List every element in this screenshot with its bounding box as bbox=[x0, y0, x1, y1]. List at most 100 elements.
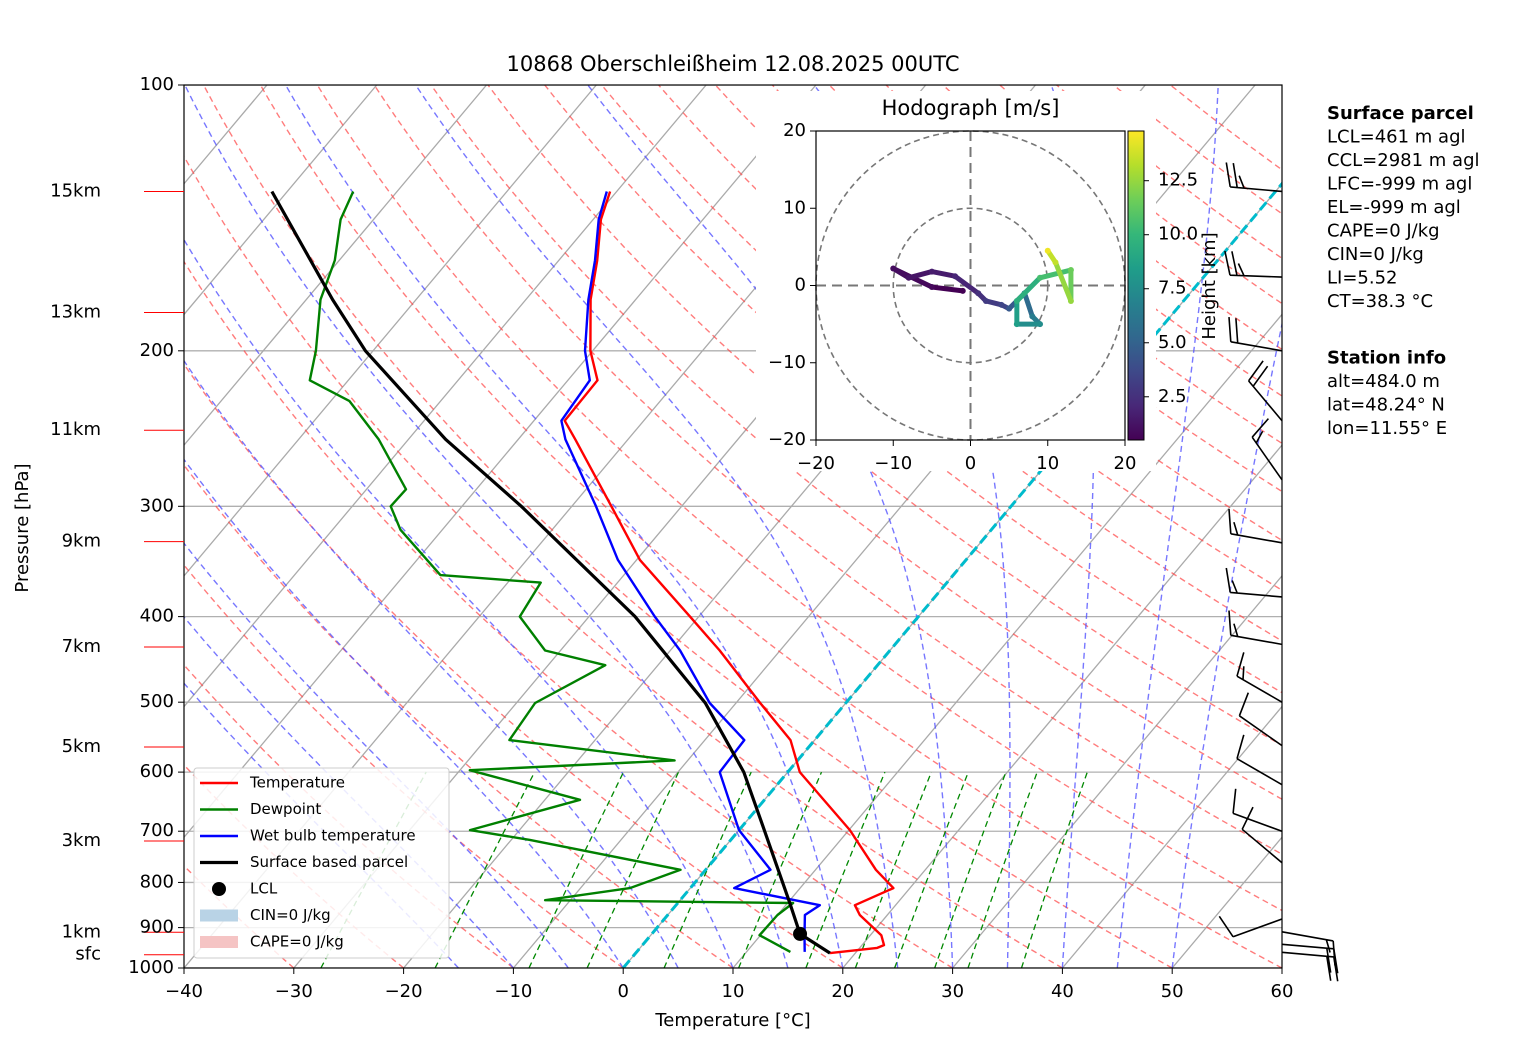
height-label: 15km bbox=[50, 180, 101, 201]
profile-line bbox=[560, 191, 821, 952]
isotherm bbox=[184, 85, 597, 577]
hodo-segment bbox=[1037, 267, 1074, 281]
dry-adiabat bbox=[714, 85, 1282, 542]
data-lines bbox=[270, 190, 895, 955]
dry-adiabat bbox=[184, 363, 844, 968]
mixing-ratio bbox=[586, 771, 680, 968]
hodo-point bbox=[1013, 297, 1020, 304]
hodo-point bbox=[1037, 274, 1044, 281]
hodo-point bbox=[1067, 297, 1074, 304]
moist-adiabat bbox=[184, 458, 624, 968]
hodo-x-tick-label: 20 bbox=[1114, 453, 1137, 474]
hodo-segment bbox=[929, 269, 958, 279]
chart-title: 10868 Oberschleißheim 12.08.2025 00UTC bbox=[507, 52, 960, 76]
hodo-point bbox=[1037, 321, 1044, 328]
x-tick-label: 40 bbox=[1051, 981, 1074, 1002]
hodo-point bbox=[928, 268, 935, 275]
x-tick-label: 50 bbox=[1161, 981, 1184, 1002]
legend-swatch bbox=[212, 882, 226, 896]
hodo-point bbox=[928, 284, 935, 291]
dry-adiabat bbox=[202, 85, 1173, 968]
colorbar-tick-label: 10.0 bbox=[1158, 224, 1198, 245]
height-label: 7km bbox=[62, 636, 101, 657]
x-tick-label: −40 bbox=[165, 981, 203, 1002]
y-tick-label: 400 bbox=[140, 606, 174, 627]
wind-barb bbox=[1281, 943, 1339, 974]
dry-adiabat bbox=[373, 85, 1282, 856]
mixing-ratio bbox=[893, 771, 969, 968]
x-tick-label: −20 bbox=[385, 981, 423, 1002]
hodo-point bbox=[890, 265, 897, 272]
hodo-point bbox=[1006, 305, 1013, 312]
hodo-x-tick-label: −10 bbox=[874, 453, 912, 474]
info-line: CIN=0 J/kg bbox=[1327, 244, 1424, 265]
legend-label: Temperature bbox=[249, 774, 345, 792]
info-line: EL=-999 m agl bbox=[1327, 197, 1461, 218]
y-tick-label: 600 bbox=[140, 761, 174, 782]
isotherm bbox=[1061, 705, 1282, 968]
info-line: lon=11.55° E bbox=[1327, 418, 1447, 439]
mixing-ratio bbox=[737, 771, 823, 968]
height-label: sfc bbox=[75, 944, 101, 965]
wind-barb bbox=[1281, 951, 1339, 982]
height-label: 13km bbox=[50, 302, 101, 323]
y-tick-label: 100 bbox=[140, 74, 174, 95]
hodograph-bg bbox=[756, 91, 1156, 471]
height-label: 5km bbox=[62, 736, 101, 757]
hodo-y-tick-label: 20 bbox=[783, 120, 806, 141]
isotherm bbox=[184, 85, 707, 708]
colorbar-tick-label: 2.5 bbox=[1158, 386, 1187, 407]
y-tick-label: 700 bbox=[140, 820, 174, 841]
background-lines bbox=[184, 85, 1282, 968]
moist-adiabat bbox=[284, 85, 844, 968]
height-label: 1km bbox=[62, 921, 101, 942]
wind-barb bbox=[1228, 317, 1283, 352]
hodo-point bbox=[905, 274, 912, 281]
x-axis-label: Temperature [°C] bbox=[654, 1010, 810, 1031]
x-tick-label: 0 bbox=[617, 981, 628, 1002]
y-tick-label: 800 bbox=[140, 871, 174, 892]
hodo-x-tick-label: 0 bbox=[965, 453, 976, 474]
y-tick-label: 1000 bbox=[128, 957, 174, 978]
hodo-y-tick-label: 10 bbox=[783, 197, 806, 218]
legend-label: CAPE=0 J/kg bbox=[250, 933, 344, 951]
wind-barb bbox=[1238, 692, 1283, 747]
hodo-segment bbox=[890, 266, 912, 281]
dry-adiabat bbox=[544, 85, 1282, 694]
hodo-point bbox=[1013, 321, 1020, 328]
isotherm bbox=[184, 85, 378, 316]
hodo-point bbox=[975, 290, 982, 297]
hodo-segment bbox=[906, 269, 935, 281]
colorbar-label: Height [km] bbox=[1199, 232, 1220, 339]
moist-adiabat bbox=[184, 238, 734, 968]
hodo-x-tick-label: −20 bbox=[797, 453, 835, 474]
hodo-point bbox=[982, 297, 989, 304]
y-tick-label: 500 bbox=[140, 691, 174, 712]
legend-label: Wet bulb temperature bbox=[250, 827, 416, 845]
wind-barb bbox=[1247, 360, 1283, 422]
wind-barb bbox=[1236, 652, 1283, 703]
height-label: 11km bbox=[50, 419, 101, 440]
mixing-ratio bbox=[967, 771, 1038, 968]
hodo-frame bbox=[815, 130, 1126, 441]
isotherm bbox=[952, 574, 1282, 968]
moist-adiabat bbox=[184, 85, 789, 968]
profile-line bbox=[308, 191, 795, 953]
wind-barb bbox=[1232, 788, 1283, 832]
x-tick-label: −10 bbox=[494, 981, 532, 1002]
colorbar-tick-label: 5.0 bbox=[1158, 332, 1187, 353]
mixing-ratio bbox=[434, 771, 536, 968]
wind-barb bbox=[1218, 915, 1283, 938]
mixing-ratio bbox=[934, 771, 1007, 968]
x-tick-label: −30 bbox=[275, 981, 313, 1002]
hodograph: −20 −10 0 10 20 −20 −10 0 10 20 bbox=[768, 120, 1136, 474]
legend-box bbox=[193, 767, 450, 959]
hodograph-title: Hodograph [m/s] bbox=[882, 96, 1060, 120]
hodo-segment bbox=[929, 284, 966, 294]
legend-label: LCL bbox=[250, 880, 278, 898]
freezing-line bbox=[622, 181, 1282, 968]
dry-adiabat bbox=[184, 154, 1063, 968]
x-tick-label: 60 bbox=[1271, 981, 1294, 1002]
